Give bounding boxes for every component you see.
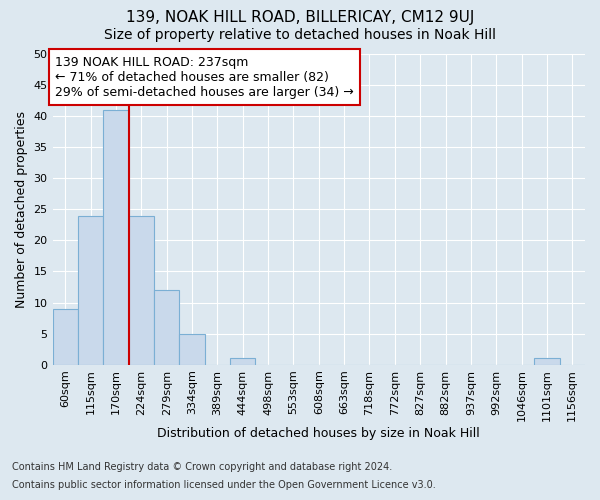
Y-axis label: Number of detached properties: Number of detached properties bbox=[15, 111, 28, 308]
Bar bbox=[103, 110, 128, 364]
Bar bbox=[78, 216, 103, 364]
Text: Contains HM Land Registry data © Crown copyright and database right 2024.: Contains HM Land Registry data © Crown c… bbox=[12, 462, 392, 472]
X-axis label: Distribution of detached houses by size in Noak Hill: Distribution of detached houses by size … bbox=[157, 427, 480, 440]
Bar bbox=[53, 309, 78, 364]
Text: Contains public sector information licensed under the Open Government Licence v3: Contains public sector information licen… bbox=[12, 480, 436, 490]
Bar bbox=[179, 334, 205, 364]
Text: 139 NOAK HILL ROAD: 237sqm
← 71% of detached houses are smaller (82)
29% of semi: 139 NOAK HILL ROAD: 237sqm ← 71% of deta… bbox=[55, 56, 354, 98]
Bar bbox=[534, 358, 560, 364]
Bar bbox=[230, 358, 256, 364]
Text: Size of property relative to detached houses in Noak Hill: Size of property relative to detached ho… bbox=[104, 28, 496, 42]
Bar bbox=[154, 290, 179, 364]
Bar bbox=[128, 216, 154, 364]
Text: 139, NOAK HILL ROAD, BILLERICAY, CM12 9UJ: 139, NOAK HILL ROAD, BILLERICAY, CM12 9U… bbox=[126, 10, 474, 25]
